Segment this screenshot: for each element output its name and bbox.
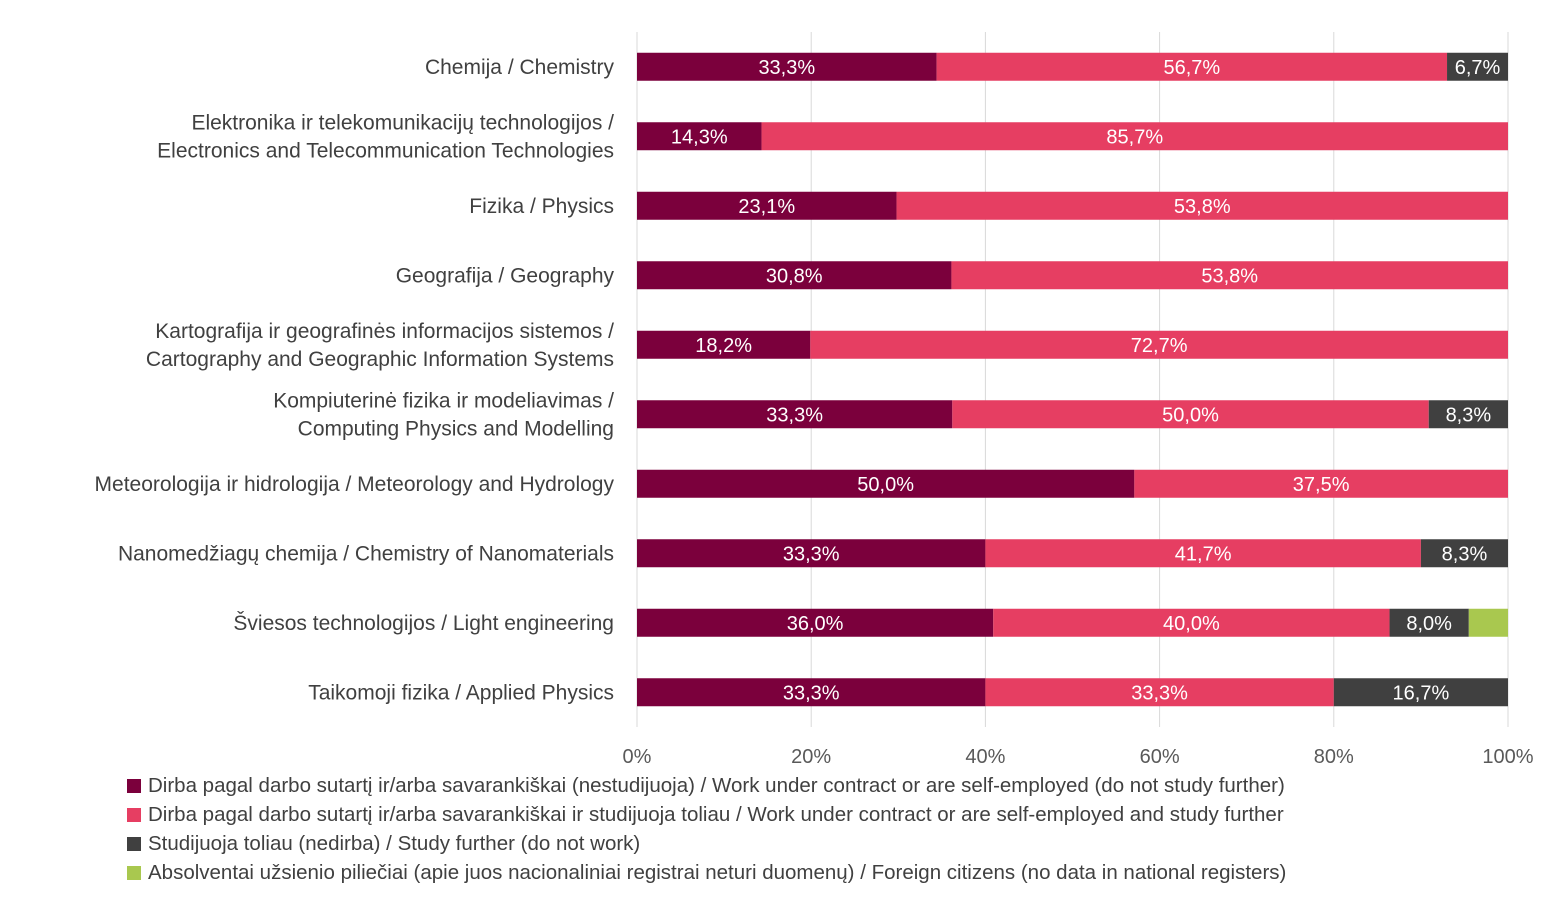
bar-segment [637,539,986,568]
bar-segment [936,52,1448,81]
legend-label: Dirba pagal darbo sutartį ir/arba savara… [148,802,1284,826]
x-tick-label: 20% [791,746,831,768]
category-label: Geografija / Geography [396,264,615,287]
data-label: 8,3% [1446,404,1492,426]
data-label: 85,7% [1106,126,1163,148]
data-label: 8,3% [1442,543,1488,565]
data-label: 36,0% [787,613,844,635]
bar-segment [637,52,937,81]
bar-segment [985,539,1421,568]
data-label: 33,3% [766,404,823,426]
data-label: 18,2% [695,335,752,357]
data-label: 23,1% [738,196,795,218]
bar-segment [896,191,1508,220]
bar-segment [810,330,1508,359]
legend-label: Absolventai užsienio piliečiai (apie juo… [148,860,1287,884]
bar-segment [637,261,952,290]
bar-segment [1420,539,1508,568]
x-tick-labels: 0% 20% 40% 60% 80% 100% [623,746,1534,768]
category-label: Computing Physics and Modelling [298,417,614,440]
category-label: Kompiuterinė fizika ir modeliavimas / [273,389,614,412]
category-label: Electronics and Telecommunication Techno… [157,139,614,162]
legend: Dirba pagal darbo sutartį ir/arba savara… [127,771,1286,887]
legend-item: Dirba pagal darbo sutartį ir/arba savara… [127,771,1286,800]
bar-segment [1389,608,1469,637]
category-label: Fizika / Physics [469,195,614,218]
bar-segment [637,678,986,707]
legend-item: Studijuoja toliau (nedirba) / Study furt… [127,829,1286,858]
bar-segment [951,261,1508,290]
bar-segment [637,400,953,429]
x-tick-label: 80% [1314,746,1354,768]
bar-segment [637,191,897,220]
x-tick-label: 40% [965,746,1005,768]
x-tick-label: 60% [1140,746,1180,768]
category-label: Šviesos technologijos / Light engineerin… [233,612,614,635]
data-label: 33,3% [783,543,840,565]
x-tick-label: 0% [623,746,652,768]
bar-segment [985,678,1334,707]
data-label: 40,0% [1163,613,1220,635]
bar-segment [637,122,762,151]
category-label: Nanomedžiagų chemija / Chemistry of Nano… [118,542,614,565]
data-label: 72,7% [1131,335,1188,357]
legend-item: Absolventai užsienio piliečiai (apie juo… [127,858,1286,887]
bar-segment [1333,678,1508,707]
data-label: 33,3% [1131,682,1188,704]
data-label: 53,8% [1174,196,1231,218]
legend-label: Studijuoja toliau (nedirba) / Study furt… [148,831,641,855]
category-label: Chemija / Chemistry [425,56,615,79]
data-label: 50,0% [857,474,914,496]
bar-segment [637,608,994,637]
bar-segment [637,469,1135,498]
category-label: Cartography and Geographic Information S… [146,348,614,371]
bar-segment [1447,52,1508,81]
bar-segment [761,122,1508,151]
data-label: 8,0% [1406,613,1452,635]
data-labels: 33,3% 56,7% 6,7% 14,3% 85,7% 23,1% 53,8% 30,8% 5… [671,57,1501,705]
data-label: 6,7% [1455,57,1501,79]
legend-label: Dirba pagal darbo sutartį ir/arba savara… [148,773,1285,797]
data-label: 56,7% [1163,57,1220,79]
category-label: Kartografija ir geografinės informacijos… [155,320,614,343]
data-label: 33,3% [758,57,815,79]
category-label: Taikomoji fizika / Applied Physics [308,681,614,704]
data-label: 37,5% [1293,474,1350,496]
bar-segment [637,330,811,359]
bars [637,52,1508,707]
bar-segment [952,400,1429,429]
category-labels: Chemija / Chemistry Elektronika ir teleko… [95,56,615,705]
bar-segment [993,608,1390,637]
legend-swatch [127,865,141,880]
legend-swatch [127,807,141,822]
bar-segment [1428,400,1508,429]
data-label: 41,7% [1175,543,1232,565]
legend-swatch [127,778,141,793]
bar-segment [1468,608,1508,637]
data-label: 50,0% [1162,404,1219,426]
data-label: 53,8% [1201,265,1258,287]
category-label: Meteorologija ir hidrologija / Meteorolo… [95,473,615,496]
category-label: Elektronika ir telekomunikacijų technolo… [191,111,614,134]
data-label: 30,8% [766,265,823,287]
bar-segment [1134,469,1508,498]
legend-item: Dirba pagal darbo sutartį ir/arba savara… [127,800,1286,829]
data-label: 33,3% [783,682,840,704]
x-tick-label: 100% [1482,746,1533,768]
legend-swatch [127,836,141,851]
data-label: 14,3% [671,126,728,148]
data-label: 16,7% [1393,682,1450,704]
